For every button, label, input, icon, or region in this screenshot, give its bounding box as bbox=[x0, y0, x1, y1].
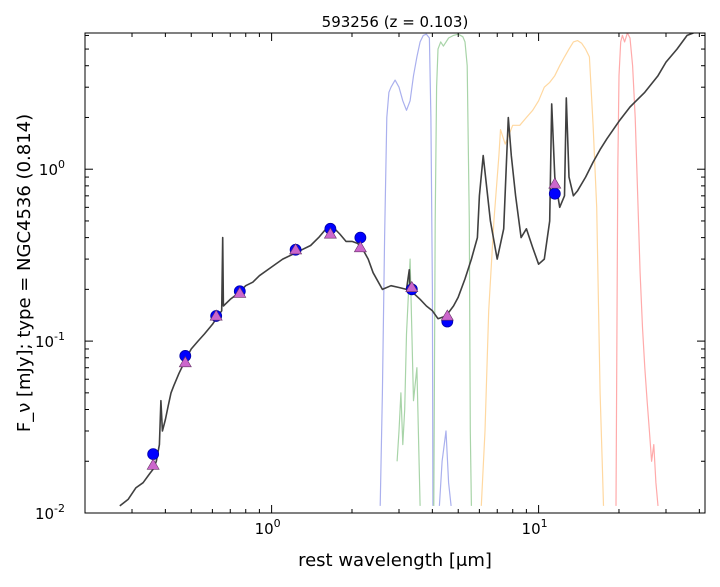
model-point bbox=[440, 309, 454, 321]
template-sed-line bbox=[119, 33, 694, 507]
model-point bbox=[178, 355, 192, 368]
model-point bbox=[405, 280, 419, 293]
model-point bbox=[209, 309, 223, 321]
filter-curve-red bbox=[615, 33, 659, 506]
filter-curve-blue bbox=[438, 430, 452, 506]
plot-area bbox=[119, 33, 694, 507]
chart-title: 593256 (z = 0.103) bbox=[322, 13, 469, 31]
observed-point bbox=[548, 187, 561, 200]
filter-curve-green bbox=[433, 33, 472, 506]
x-axis-label: rest wavelength [μm] bbox=[298, 550, 492, 571]
x-tick-label: 101 bbox=[522, 517, 548, 538]
y-tick-label: 100 bbox=[39, 158, 65, 179]
filter-curve-green bbox=[396, 258, 421, 506]
observed-point bbox=[147, 448, 160, 461]
model-point bbox=[323, 227, 337, 239]
y-tick-label: 10-1 bbox=[35, 330, 65, 351]
model-point bbox=[146, 458, 160, 470]
plot-frame bbox=[84, 32, 706, 514]
model-point bbox=[289, 243, 303, 255]
axis-ticks: 100 101 10-2 10-1 100 bbox=[35, 33, 705, 538]
filter-curve-orange bbox=[480, 39, 605, 506]
model-point bbox=[353, 240, 367, 253]
y-tick-label: 10-2 bbox=[35, 502, 65, 523]
filter-curve-blue bbox=[379, 33, 434, 506]
y-axis-label: F_ν [mJy]; type = NGC4536 (0.814) bbox=[14, 114, 35, 432]
model-point bbox=[233, 286, 247, 298]
model-point bbox=[548, 177, 562, 189]
x-tick-label: 100 bbox=[255, 517, 281, 538]
